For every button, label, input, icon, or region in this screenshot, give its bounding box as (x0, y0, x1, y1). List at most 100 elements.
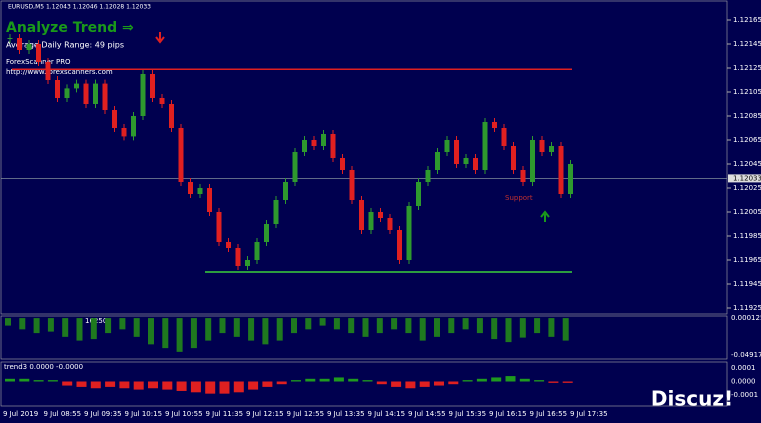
osc1-bar (534, 318, 541, 334)
price-tick-label: 1.12125 (733, 64, 761, 72)
osc2-bar (391, 381, 402, 387)
osc2-bar (376, 381, 387, 385)
osc1-bar (233, 318, 240, 337)
watermark: Discuz! (651, 387, 733, 411)
time-label: 9 Jul 13:35 (327, 410, 365, 418)
candle (26, 44, 32, 50)
price-tick-label: 1.12045 (733, 160, 761, 168)
candle (378, 212, 383, 218)
osc1-bar (76, 318, 83, 341)
osc2-bar (276, 381, 287, 385)
osc2-bar (448, 381, 459, 385)
osc1-bar (448, 318, 455, 334)
osc2-bar (362, 380, 373, 382)
osc1-bar (291, 318, 297, 334)
osc1-frame (0, 315, 728, 360)
osc2-bar (248, 381, 259, 390)
candle (530, 140, 535, 182)
candle (74, 83, 79, 89)
candle (359, 200, 364, 230)
osc1-bar (162, 318, 169, 349)
candle (549, 146, 554, 152)
candle (406, 206, 412, 260)
osc1-bar (376, 318, 383, 334)
osc2-bar (434, 381, 444, 386)
osc1-bar (262, 318, 269, 345)
candle (368, 212, 374, 230)
osc1-bar (419, 318, 426, 341)
candle (121, 128, 127, 137)
osc2-frame (0, 361, 728, 407)
candle (397, 230, 402, 260)
osc1-bar (133, 318, 140, 337)
time-label: 9 Jul 15:35 (449, 410, 487, 418)
osc2-bar (47, 380, 58, 382)
osc2-bar (491, 377, 502, 382)
osc1-bar (505, 318, 512, 343)
osc1-bar (562, 318, 569, 341)
candle (235, 248, 241, 266)
candle (112, 110, 117, 128)
osc2-bar (319, 378, 330, 382)
candle (169, 104, 174, 128)
osc2-bar (548, 381, 559, 383)
support-label: Support (505, 194, 533, 202)
osc2-bar (105, 381, 116, 387)
osc1-bar (47, 318, 54, 332)
candle (7, 38, 13, 39)
candle (150, 74, 155, 98)
osc2-bar (519, 378, 530, 382)
osc2-bar (90, 381, 101, 389)
osc2-bar (405, 381, 416, 389)
osc2-label: trend3 0.0000 -0.0000 (4, 363, 83, 371)
osc2-bar (148, 381, 158, 389)
candle (188, 182, 193, 194)
osc2-bar (133, 381, 144, 390)
candle (435, 152, 440, 170)
candle (387, 218, 393, 230)
candle (454, 140, 459, 164)
candle (226, 242, 231, 248)
time-label: 9 Jul 12:55 (287, 410, 325, 418)
candle (36, 44, 41, 62)
time-label: 9 Jul 12:15 (246, 410, 284, 418)
candle (416, 182, 421, 206)
candle (178, 128, 184, 182)
osc1-tick-label: -0.049175 (731, 351, 761, 359)
osc1-bar (148, 318, 154, 345)
candle (93, 83, 98, 104)
candle (321, 134, 326, 146)
osc1-bar (491, 318, 498, 340)
main-frame (0, 0, 728, 315)
buy-arrow (540, 210, 550, 222)
osc2-bar (291, 380, 301, 382)
osc2-bar (534, 380, 545, 382)
candle (17, 38, 22, 50)
price-tick-label: 1.11985 (733, 232, 761, 240)
candle (140, 74, 146, 116)
candle (131, 116, 136, 137)
osc2-bar (219, 381, 230, 394)
sell-arrow (155, 32, 165, 44)
candle (45, 62, 51, 80)
osc2-tick-label: 0.0001 (731, 364, 756, 372)
osc1-bar (305, 318, 312, 330)
osc1-bar (5, 318, 11, 326)
osc1-bar (105, 318, 112, 334)
price-tick-label: 1.11965 (733, 256, 761, 264)
osc2-bar (33, 380, 44, 382)
osc1-bar (333, 318, 340, 330)
osc1-bar (248, 318, 255, 341)
time-label: 9 Jul 14:15 (368, 410, 406, 418)
candle (340, 158, 345, 170)
osc1-bar (519, 318, 526, 338)
chart-layer: 1.12165 1.12145 1.12125 1.12105 1.12085 1.120… (1, 16, 761, 418)
time-label: 9 Jul 11:35 (206, 410, 244, 418)
osc1-tick-label: 0.000125 (731, 314, 761, 322)
osc1-bar (391, 318, 398, 330)
time-label: 9 Jul 2019 (3, 410, 38, 418)
candle (473, 158, 478, 170)
osc2-bar (205, 381, 216, 394)
osc2-bar (419, 381, 430, 387)
